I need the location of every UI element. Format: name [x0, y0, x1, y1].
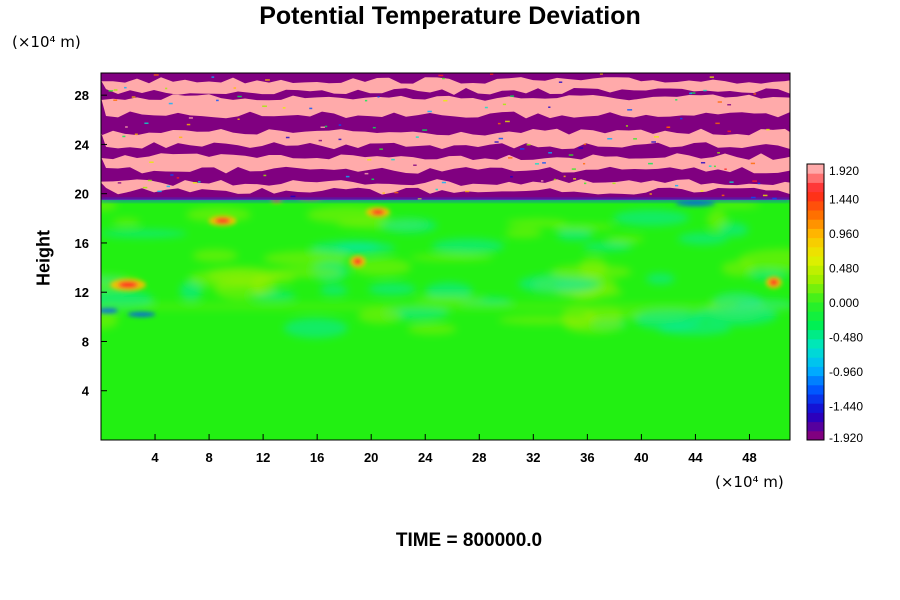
colorbar-label: 1.440: [829, 193, 859, 207]
x-axis: 4 8 12 16 20 24 28 32 36 40 44 48: [151, 434, 757, 465]
x-tick-label: 12: [256, 450, 270, 465]
colorbar-label: -0.480: [829, 331, 863, 345]
colorbar-swatch: [807, 320, 824, 331]
colorbar-label: -1.920: [829, 431, 863, 445]
colorbar-swatch: [807, 421, 824, 432]
colorbar-swatch: [807, 412, 824, 423]
plot-frame: [100, 72, 791, 441]
x-tick-label: 16: [310, 450, 324, 465]
x-tick-label: 24: [418, 450, 433, 465]
x-tick-label: 36: [580, 450, 594, 465]
colorbar-swatch: [807, 366, 824, 377]
colorbar-frame: [806, 163, 825, 441]
y-tick-label: 24: [75, 137, 90, 152]
y-tick-label: 28: [75, 88, 89, 103]
y-tick-label: 16: [75, 236, 89, 251]
colorbar-swatch: [807, 210, 824, 220]
colorbar-swatch: [807, 200, 824, 211]
y-axis-unit: (×10⁴ m): [12, 33, 81, 51]
x-tick-label: 40: [634, 450, 648, 465]
chart-title: Potential Temperature Deviation: [259, 2, 641, 30]
x-tick-label: 8: [205, 450, 212, 465]
colorbar-swatch: [807, 256, 824, 266]
y-tick-label: 20: [75, 187, 89, 202]
colorbar-swatch: [807, 182, 824, 193]
colorbar-swatch: [807, 375, 824, 386]
x-tick-label: 28: [472, 450, 486, 465]
colorbar-swatch: [807, 329, 824, 340]
y-tick-label: 12: [75, 285, 89, 300]
colorbar-swatch: [807, 274, 824, 285]
colorbar-swatch: [807, 219, 824, 229]
y-axis: 4 8 12 16 20 24 28: [75, 88, 107, 399]
x-tick-label: 32: [526, 450, 540, 465]
colorbar-label: -1.440: [829, 400, 863, 414]
colorbar-swatch: [807, 265, 824, 275]
x-tick-label: 20: [364, 450, 378, 465]
colorbar-swatch: [807, 302, 824, 312]
colorbar-swatch: [807, 338, 824, 349]
colorbar-label: 0.000: [829, 296, 859, 310]
colorbar-swatch: [807, 228, 824, 239]
colorbar-swatch: [807, 430, 824, 441]
colorbar-swatch: [807, 246, 824, 257]
plot-area: [101, 73, 790, 440]
colorbar-swatch: [807, 384, 824, 395]
field-upper: [101, 73, 790, 202]
lower-structures: [101, 200, 790, 339]
colorbar-label: 1.920: [829, 164, 859, 178]
x-axis-unit: (×10⁴ m): [715, 473, 784, 491]
colorbar-swatch: [807, 292, 824, 303]
colorbar-swatch: [807, 283, 824, 294]
y-tick-label: 8: [82, 334, 89, 349]
colorbar-swatch: [807, 357, 824, 367]
colorbar: 1.920 1.440 0.960 0.480 0.000 -0.480 -0.960 -1.…: [806, 163, 863, 445]
x-tick-label: 44: [688, 450, 703, 465]
colorbar-swatch: [807, 394, 824, 404]
x-tick-label: 48: [742, 450, 756, 465]
colorbar-swatch: [807, 237, 824, 248]
colorbar-swatch: [807, 403, 824, 413]
colorbar-swatch: [807, 311, 824, 321]
colorbar-swatch: [807, 191, 824, 202]
colorbar-swatch: [807, 164, 824, 174]
colorbar-label: 0.960: [829, 227, 859, 241]
time-label: TIME = 800000.0: [395, 530, 543, 551]
colorbar-swatch: [807, 348, 824, 358]
colorbar-label: 0.480: [829, 262, 859, 276]
colorbar-swatch: [807, 173, 824, 183]
colorbar-label: -0.960: [829, 365, 863, 379]
y-tick-label: 4: [82, 384, 90, 399]
x-tick-label: 4: [151, 450, 159, 465]
